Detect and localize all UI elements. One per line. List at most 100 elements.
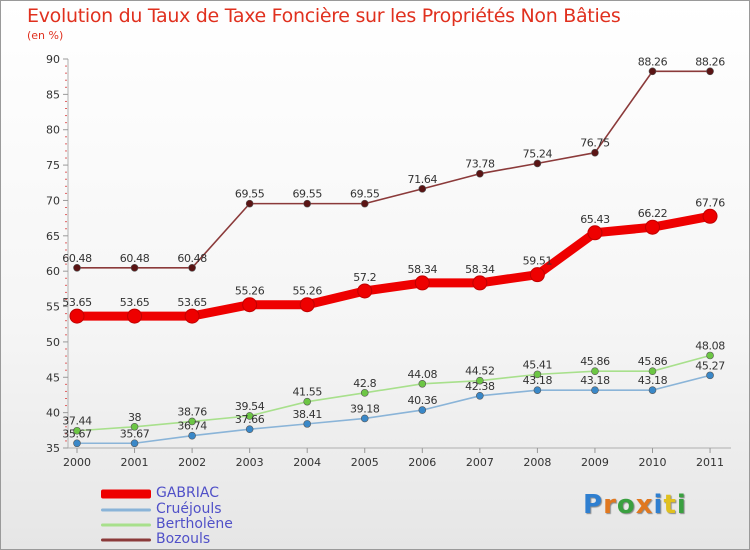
data-point <box>245 412 254 420</box>
x-tick-label: 2009 <box>581 456 609 469</box>
data-label: 58.34 <box>465 263 495 276</box>
data-point <box>533 159 542 168</box>
data-label: 69.55 <box>292 188 322 201</box>
logo-letter: i <box>653 490 664 520</box>
data-label: 40.36 <box>408 394 438 407</box>
data-point <box>130 263 139 272</box>
data-label: 55.26 <box>292 285 322 298</box>
data-label: 73.78 <box>465 158 495 171</box>
data-point <box>188 263 196 272</box>
y-tick-label: 75 <box>46 159 60 172</box>
logo-letter: t <box>663 490 677 520</box>
data-point <box>533 386 542 394</box>
legend-swatch <box>101 489 151 499</box>
data-label: 60.48 <box>177 252 207 265</box>
data-point <box>360 199 369 208</box>
series-line-gabriac <box>72 211 715 321</box>
x-tick-label: 2007 <box>466 456 494 469</box>
data-label: 48.08 <box>695 339 725 352</box>
data-point <box>303 397 312 406</box>
y-tick-label: 85 <box>46 88 60 101</box>
y-tick-label: 45 <box>46 371 60 384</box>
proxiti-logo: Proxiti <box>583 490 687 520</box>
y-tick-label: 55 <box>46 301 60 314</box>
data-point <box>130 439 139 448</box>
logo-letter: o <box>616 490 636 520</box>
data-point <box>648 367 657 375</box>
data-label: 53.65 <box>120 296 150 309</box>
data-point <box>69 308 85 324</box>
data-point <box>188 431 196 440</box>
data-label: 35.67 <box>120 427 150 440</box>
x-tick-label: 2002 <box>178 456 206 469</box>
data-label: 66.22 <box>638 207 668 220</box>
legend-label: GABRIAC <box>156 485 219 501</box>
x-tick-label: 2008 <box>523 456 551 469</box>
data-label: 44.52 <box>465 365 495 378</box>
data-point <box>188 417 196 426</box>
y-tick-label: 80 <box>46 124 60 137</box>
x-tick-label: 2001 <box>121 456 149 469</box>
data-point <box>73 439 81 448</box>
data-label: 69.55 <box>235 188 265 201</box>
x-tick-label: 2003 <box>236 456 264 469</box>
data-point <box>702 208 718 224</box>
data-label: 37.44 <box>62 415 92 428</box>
data-label: 42.8 <box>353 377 376 390</box>
data-label: 38.41 <box>292 408 322 421</box>
data-point <box>184 308 200 324</box>
data-label: 45.86 <box>580 355 610 368</box>
data-label: 39.54 <box>235 400 265 413</box>
y-tick-label: 35 <box>46 442 60 455</box>
data-point <box>303 420 312 428</box>
x-tick-label: 2006 <box>408 456 436 469</box>
unit-label: (en %) <box>27 29 64 42</box>
legend-label: Bozouls <box>156 531 211 547</box>
data-label: 67.76 <box>695 196 725 209</box>
data-label: 35.67 <box>62 427 92 440</box>
logo-letter: i <box>676 490 687 520</box>
data-point <box>73 426 81 435</box>
data-label: 53.65 <box>177 296 207 309</box>
y-tick-label: 50 <box>46 336 60 349</box>
data-label: 76.75 <box>580 137 610 150</box>
data-point <box>476 169 484 178</box>
data-point <box>529 267 545 283</box>
data-point <box>303 199 312 208</box>
data-point <box>476 392 484 400</box>
data-label: 44.08 <box>408 368 438 381</box>
data-point <box>418 185 427 193</box>
data-label: 55.26 <box>235 285 265 298</box>
x-tick-label: 2011 <box>696 456 724 469</box>
y-tick-label: 40 <box>46 407 60 420</box>
data-label: 43.18 <box>638 374 668 387</box>
legend-swatch <box>101 508 151 512</box>
data-point <box>414 275 430 291</box>
data-point <box>73 263 81 272</box>
data-label: 38.76 <box>177 405 207 418</box>
data-label: 58.34 <box>408 263 438 276</box>
data-label: 71.64 <box>408 173 438 186</box>
y-tick-label: 90 <box>46 53 60 66</box>
data-point <box>242 297 258 313</box>
data-point <box>360 389 369 397</box>
data-label: 45.27 <box>695 359 725 372</box>
data-label: 43.18 <box>580 374 610 387</box>
data-label: 88.26 <box>695 55 725 68</box>
y-tick-label: 70 <box>46 194 60 207</box>
y-tick-label: 60 <box>46 265 60 278</box>
data-point <box>648 386 657 394</box>
x-tick-label: 2004 <box>293 456 321 469</box>
legend-swatch <box>101 538 151 542</box>
series-line-cruéjouls <box>76 374 711 445</box>
data-point <box>706 67 714 76</box>
legend-label: Cruéjouls <box>156 501 222 517</box>
data-label: 69.55 <box>350 188 380 201</box>
x-tick-label: 2005 <box>351 456 379 469</box>
logo-letter: x <box>635 490 654 520</box>
data-label: 37.66 <box>235 413 265 426</box>
data-label: 36.74 <box>177 420 207 433</box>
data-label: 41.55 <box>292 386 322 399</box>
